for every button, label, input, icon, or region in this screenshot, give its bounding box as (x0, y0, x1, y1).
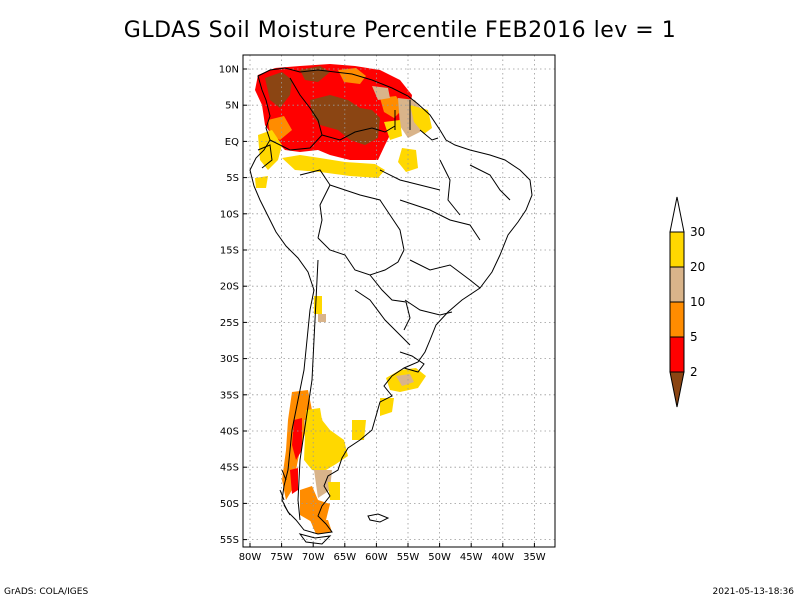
border-chile-argentina (297, 259, 319, 521)
shade-north-yellow-2 (282, 155, 385, 178)
colorbar-label: 30 (690, 225, 705, 239)
colorbar-label: 10 (690, 295, 705, 309)
amazon-delta (419, 129, 439, 141)
lon-tick-label: 55W (397, 552, 420, 563)
colorbar-box (669, 231, 685, 268)
lat-tick-label: 40S (220, 427, 239, 438)
border-brazil-states-1 (399, 199, 481, 241)
lat-tick-label: 45S (220, 463, 239, 474)
lon-tick-label: 70W (302, 552, 325, 563)
shade-south-red-2 (290, 468, 298, 494)
map-frame (242, 54, 556, 548)
border-brazil-states-2 (439, 159, 461, 216)
south-america-coastline (249, 67, 533, 535)
lat-tick-label: 20S (220, 282, 239, 293)
colorbar-label: 20 (690, 260, 705, 274)
colorbar-top-triangle (669, 196, 685, 233)
border-brazil-states-5 (404, 299, 453, 316)
border-brazil-west (329, 184, 405, 251)
lon-tick-label: 45W (460, 552, 483, 563)
shade-south-yellow-1 (304, 408, 348, 470)
shade-north-brown-3 (300, 66, 330, 82)
colorbar-box (669, 301, 685, 338)
lon-tick-label: 60W (365, 552, 388, 563)
tierra-del-fuego (298, 533, 332, 545)
lat-tick-label: 5N (225, 101, 239, 112)
lat-tick-label: 10S (220, 209, 239, 220)
shade-north-brown-2 (310, 95, 380, 145)
lat-tick-label: EQ (225, 137, 239, 148)
shade-central-yellow-2 (318, 314, 326, 322)
lat-tick-label: 50S (220, 499, 239, 510)
footer-credit: GrADS: COLA/IGES (4, 587, 89, 597)
lon-tick-label: 50W (428, 552, 451, 563)
lon-tick-label: 80W (239, 552, 262, 563)
chile-archipelago (279, 469, 291, 516)
lon-tick-label: 40W (491, 552, 514, 563)
shade-uruguay-tan (396, 374, 414, 386)
lon-tick-label: 65W (333, 552, 356, 563)
map-title: GLDAS Soil Moisture Percentile FEB2016 l… (123, 18, 677, 43)
shade-south-orange-2 (300, 486, 330, 522)
colorbar-box (669, 336, 685, 373)
lat-tick-label: 25S (220, 318, 239, 329)
border-uruguay (399, 351, 425, 373)
lat-tick-label: 15S (220, 246, 239, 257)
lon-tick-label: 35W (523, 552, 546, 563)
lat-tick-label: 30S (220, 354, 239, 365)
lon-tick-label: 75W (270, 552, 293, 563)
shade-north-yellow-5 (384, 120, 402, 140)
shade-north-orange-1 (338, 68, 366, 84)
lat-tick-label: 10N (219, 65, 239, 76)
border-brazil-states-6 (379, 169, 441, 191)
colorbar-label: 5 (690, 330, 698, 344)
footer-timestamp: 2021-05-13-18:36 (712, 587, 795, 597)
shade-north-yellow-3 (255, 176, 268, 188)
shade-uruguay-yellow-2 (380, 398, 394, 416)
shade-south-yellow-3 (328, 482, 340, 500)
border-bolivia (317, 237, 405, 276)
border-paraguay (369, 274, 411, 331)
soil-moisture-shading (255, 64, 432, 534)
border-ecuador (257, 144, 273, 169)
border-brazil-states-3 (469, 164, 511, 201)
border-colombia-peru (269, 134, 323, 151)
shade-south-red-1 (292, 418, 302, 460)
latitude-axis: 10N 5N EQ 5S 10S 15S 20S 25S 30S 35S 40S 45S 50S 55S (219, 65, 247, 546)
border-brazil-states-4 (409, 259, 481, 289)
colorbar-box (669, 266, 685, 303)
lat-tick-label: 55S (220, 535, 239, 546)
shade-south-orange-3 (310, 520, 332, 534)
border-guianas (394, 100, 411, 130)
colorbar-label: 2 (690, 365, 698, 379)
border-argentina-north (354, 289, 411, 346)
falklands (367, 513, 390, 523)
shade-south-yellow-2 (352, 420, 366, 440)
shade-north-yellow-1 (258, 130, 282, 170)
border-colombia-venezuela (289, 77, 323, 136)
shade-north-orange-3 (380, 96, 404, 118)
border-peru-brazil (299, 169, 331, 239)
coastlines (249, 67, 533, 545)
border-venezuela-brazil (321, 125, 396, 141)
colorbar: 30 20 10 5 2 (669, 196, 705, 408)
lat-tick-label: 5S (226, 173, 239, 184)
map-area (242, 54, 556, 548)
lat-tick-label: 35S (220, 390, 239, 401)
colorbar-bottom-triangle (669, 371, 685, 408)
longitude-axis: 80W 75W 70W 65W 60W 55W 50W 45W 40W 35W (239, 543, 546, 563)
shade-north-brown-1 (265, 72, 292, 108)
